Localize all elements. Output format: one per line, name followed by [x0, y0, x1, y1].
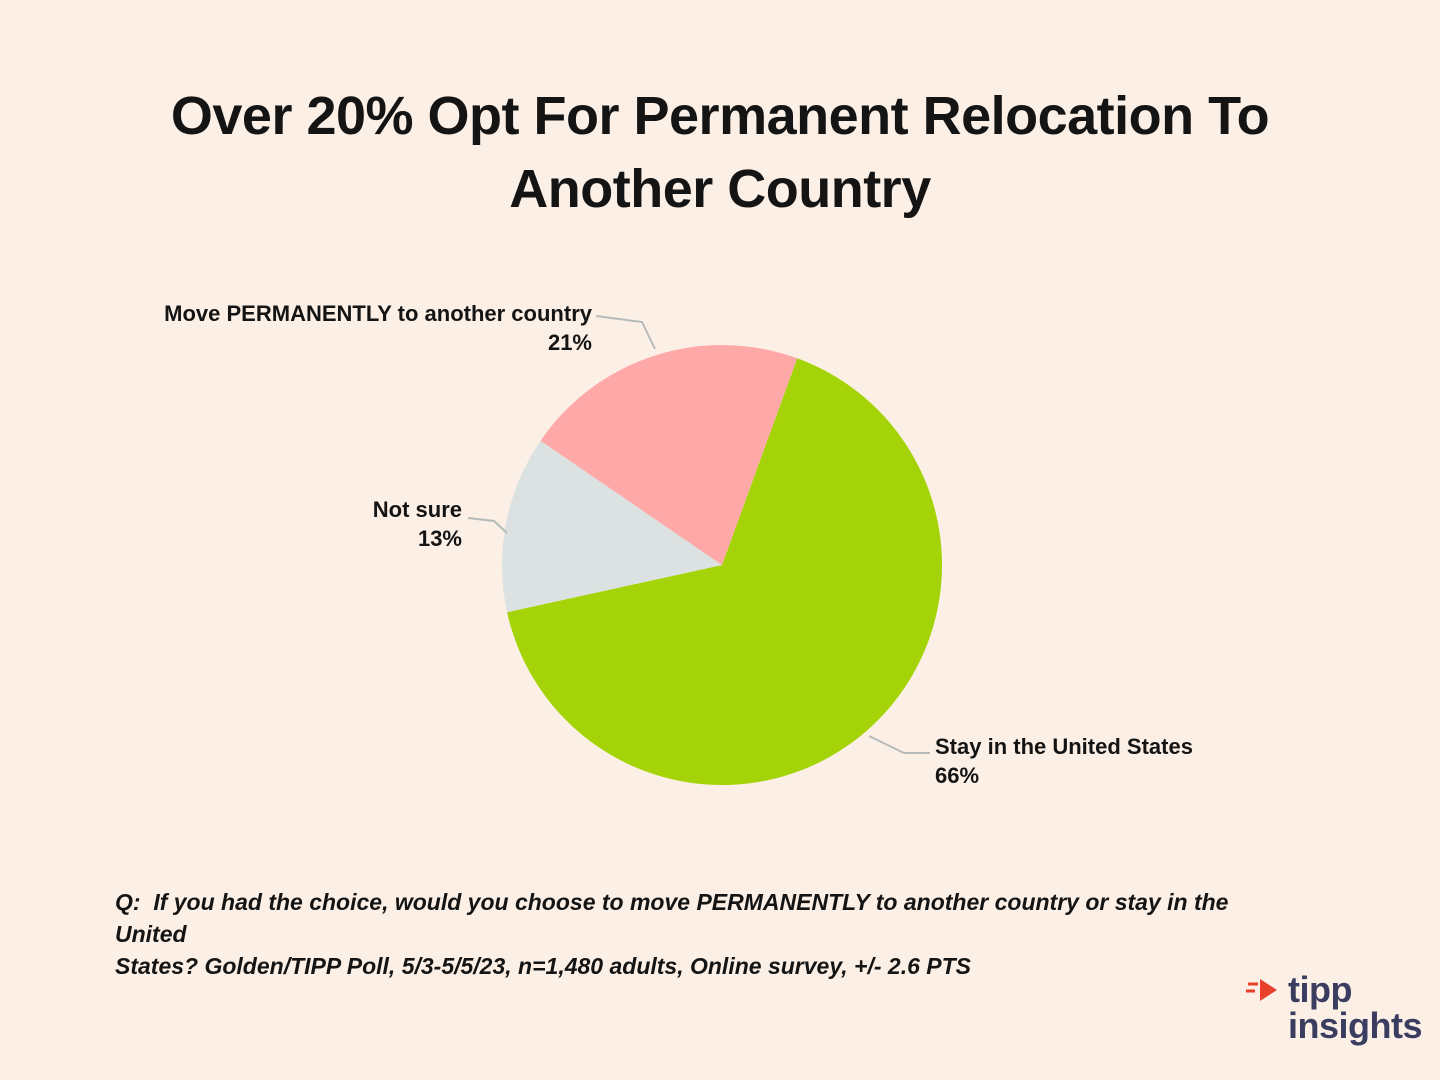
- chart-title-line1: Over 20% Opt For Permanent Relocation To: [170, 86, 1270, 146]
- slice-label-notsure-text: Not sure: [372, 497, 462, 522]
- logo-word-insights: insights: [1288, 1005, 1423, 1046]
- pie-slice-1: [501, 440, 722, 613]
- leader-line-notsure: [467, 517, 508, 534]
- chart-title: Over 20% Opt For Permanent Relocation To…: [100, 80, 1340, 226]
- slice-label-move: Move PERMANENTLY to another country 21%: [164, 300, 592, 357]
- chart-title-line2: Another Country: [509, 158, 931, 219]
- slice-label-move-pct: 21%: [547, 329, 592, 355]
- tipp-logo-icon: [1246, 979, 1277, 1001]
- survey-footnote-line2: States? Golden/TIPP Poll, 5/3-5/5/23, n=…: [115, 953, 971, 980]
- slice-label-move-text: Move PERMANENTLY to another country: [164, 301, 592, 326]
- leader-line-stay: [868, 735, 930, 754]
- survey-footnote-line1: Q: If you had the choice, would you choo…: [115, 889, 1235, 948]
- leader-line-move: [595, 315, 656, 350]
- logo-word-tipp: tipp: [1288, 969, 1352, 1010]
- slice-label-stay: Stay in the United States 66%: [935, 733, 1193, 790]
- pie-slice-2: [540, 345, 798, 565]
- pie-slice-0: [507, 358, 942, 786]
- slice-label-stay-text: Stay in the United States: [935, 734, 1193, 759]
- tipp-insights-logo: tipp insights: [1246, 969, 1423, 1046]
- slice-label-notsure-pct: 13%: [417, 525, 462, 551]
- survey-footnote: Q: If you had the choice, would you choo…: [115, 886, 1295, 983]
- pie-slices: [501, 345, 942, 786]
- slice-label-notsure: Not sure 13%: [373, 496, 462, 553]
- slice-label-stay-pct: 66%: [935, 762, 980, 788]
